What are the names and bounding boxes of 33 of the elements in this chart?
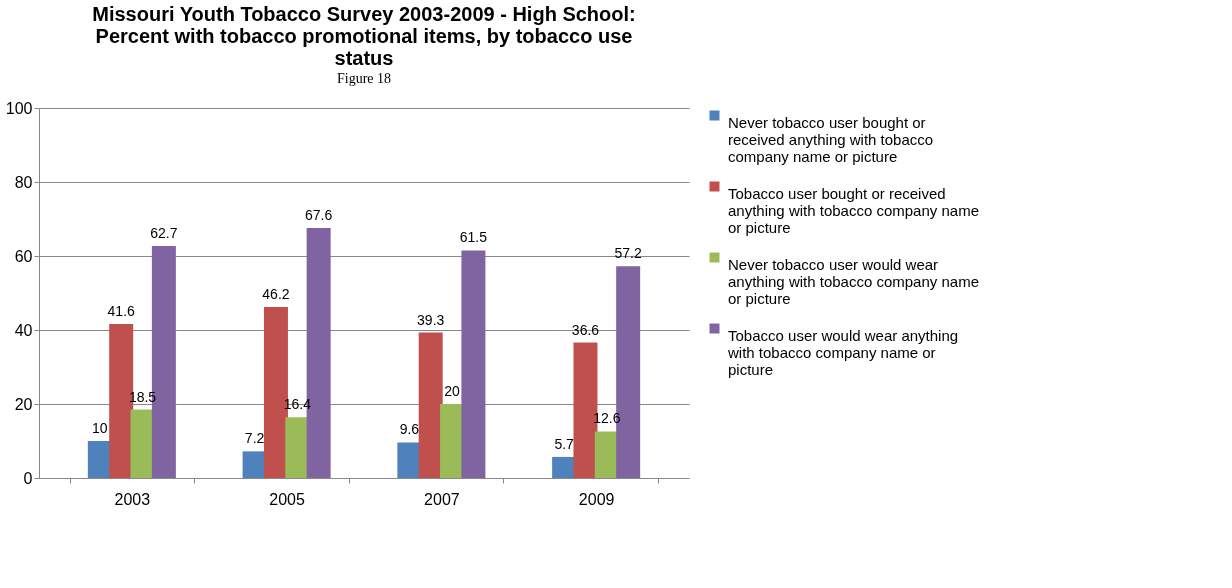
chart-title: Missouri Youth Tobacco Survey 2003-2009 - High School: Percent with tobacco promotional items, by tobacco use status	[92, 3, 636, 69]
data-label: 20	[444, 383, 461, 399]
y-tick-label: 40	[14, 321, 33, 339]
caption: Figure 18	[336, 71, 392, 86]
data-label: 9.6	[399, 421, 420, 438]
data-label: 46.2	[262, 286, 290, 303]
data-label: 41.6	[107, 303, 136, 320]
bar	[285, 417, 310, 478]
data-label: 62.7	[150, 225, 178, 242]
legend-label: Never tobacco user bought or received anything with tobacco company name or picture	[728, 113, 934, 165]
legend-label: Never tobacco user would wear anything with tobacco company name or picture	[728, 255, 979, 307]
data-label: 5.7	[554, 435, 575, 452]
legend-label: Tobacco user would wear anything with tobacco company name or picture	[727, 326, 959, 378]
data-label: 7.2	[244, 430, 265, 447]
y-tick-label: 0	[23, 469, 33, 487]
data-label: 39.3	[417, 311, 445, 328]
data-label: 67.6	[305, 206, 333, 223]
y-tick-label: 20	[14, 395, 33, 413]
data-label: 57.2	[614, 245, 642, 262]
data-label: 61.5	[459, 229, 488, 246]
x-tick-label: 2009	[578, 490, 615, 508]
x-tick-label: 2007	[424, 490, 460, 508]
y-tick-label: 60	[14, 247, 33, 265]
y-tick-label: 80	[14, 173, 33, 191]
bar	[397, 442, 422, 478]
data-label: 10	[92, 420, 108, 436]
bar	[461, 250, 486, 478]
bar	[418, 332, 443, 478]
x-tick-label: 2005	[269, 490, 306, 508]
legend-label: Tobacco user bought or received anything with tobacco company name or picture	[728, 184, 979, 236]
data-label: 36.6	[571, 321, 600, 338]
x-tick-label: 2003	[114, 490, 151, 508]
y-tick-label: 100	[5, 99, 33, 117]
